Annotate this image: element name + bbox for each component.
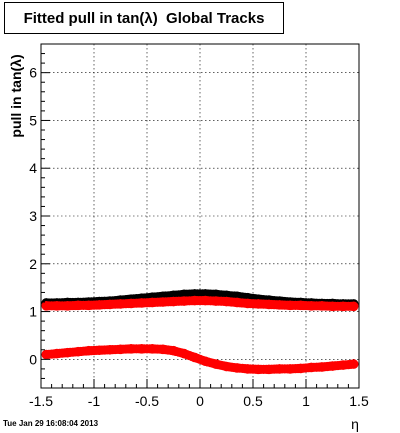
data-point [295, 300, 306, 311]
data-point [306, 301, 317, 311]
data-point [168, 296, 179, 307]
data-point [168, 345, 179, 356]
data-point [83, 345, 94, 356]
y-tick-label: 4 [29, 160, 37, 176]
data-point [264, 364, 274, 375]
data-point [136, 298, 147, 308]
data-point [115, 344, 126, 355]
y-tick-label: 1 [29, 304, 37, 320]
data-point [295, 363, 306, 374]
y-tick-label: 3 [29, 208, 37, 224]
series-layer [41, 289, 359, 375]
data-point [306, 362, 317, 373]
y-tick-label: 0 [29, 351, 37, 367]
x-tick-label: -0.5 [135, 393, 159, 409]
data-point [115, 299, 126, 309]
data-point [232, 297, 242, 308]
data-point [189, 352, 200, 363]
x-tick-label: -1.5 [29, 393, 53, 409]
data-point [52, 301, 62, 311]
data-point [94, 300, 105, 310]
data-point [105, 299, 115, 310]
x-tick-label: 0.5 [243, 393, 263, 409]
grid [40, 44, 360, 388]
x-tick-label: 1 [302, 393, 310, 409]
data-point [348, 301, 359, 312]
y-axis-label: pull in tan(λ) [8, 54, 24, 137]
data-point [253, 299, 264, 309]
data-point [242, 364, 253, 374]
data-point [200, 295, 211, 306]
x-tick-label: 1.5 [349, 393, 369, 409]
data-point [126, 344, 136, 354]
data-point [317, 362, 327, 372]
y-tick-label: 6 [29, 65, 37, 81]
data-point [73, 346, 83, 357]
data-point [327, 361, 338, 371]
data-point [73, 300, 83, 311]
data-point [147, 297, 158, 308]
data-point [105, 344, 115, 355]
data-point [242, 298, 253, 309]
chart-title: Fitted pull in tan(λ) Global Tracks [4, 2, 284, 34]
data-point [179, 348, 189, 359]
data-point [317, 301, 327, 311]
data-point [274, 300, 285, 310]
data-point [221, 296, 232, 307]
y-tick-label: 5 [29, 112, 37, 128]
x-axis-label: η [351, 416, 359, 432]
data-point [147, 344, 158, 354]
data-point [274, 364, 285, 374]
tick-labels: -1.5 -1 -0.5 0 0.5 1 1.5 0 1 2 3 4 5 6 [29, 65, 369, 409]
series-2 [41, 344, 359, 375]
data-point [264, 299, 274, 310]
y-tick-label: 2 [29, 256, 37, 272]
axes [40, 43, 360, 389]
data-point [338, 360, 348, 370]
data-point [348, 359, 359, 369]
data-point [189, 295, 200, 306]
data-point [285, 364, 295, 374]
data-point [211, 296, 221, 306]
data-point [126, 298, 136, 309]
data-point [94, 345, 105, 356]
data-point [285, 300, 295, 311]
data-point [62, 347, 73, 358]
timestamp: Tue Jan 29 16:08:04 2013 [3, 419, 99, 428]
data-point [52, 348, 62, 359]
data-point [327, 301, 338, 312]
data-point [221, 361, 232, 372]
data-point [41, 349, 52, 360]
x-tick-label: -1 [88, 393, 101, 409]
data-point [253, 364, 264, 375]
data-point [158, 297, 168, 307]
data-point [83, 300, 94, 311]
data-point [232, 363, 242, 373]
data-point [200, 356, 211, 367]
data-point [179, 296, 189, 306]
data-point [158, 344, 168, 355]
data-point [136, 344, 147, 354]
data-point [62, 301, 73, 311]
data-point [338, 301, 348, 312]
x-tick-label: 0 [196, 393, 204, 409]
series-1 [41, 295, 359, 312]
data-point [41, 301, 52, 311]
data-point [211, 359, 221, 369]
